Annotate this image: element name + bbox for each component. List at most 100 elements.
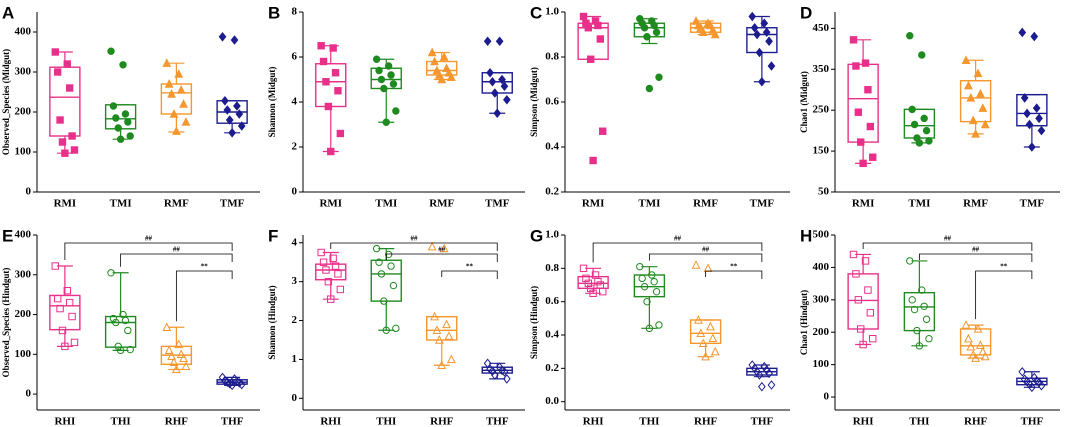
y-axis-label: Observed_Species (Hindgut) [1, 268, 11, 378]
point [925, 137, 933, 145]
point [589, 289, 597, 298]
point [51, 262, 59, 270]
point [126, 345, 134, 354]
point [329, 44, 337, 52]
y-axis-label: Chao1 (Hindgut) [799, 290, 809, 355]
significance-bracket [385, 253, 498, 262]
point [109, 314, 118, 323]
significance-label: ## [173, 246, 181, 254]
point [61, 342, 69, 351]
point [864, 86, 872, 94]
y-tick-label: 300 [813, 293, 830, 305]
point [382, 118, 390, 126]
significance-label: ## [674, 235, 682, 243]
point [121, 110, 130, 118]
point [906, 32, 914, 40]
point [70, 146, 79, 154]
point [859, 159, 867, 168]
point [228, 127, 236, 138]
y-tick-label: 400 [15, 26, 32, 38]
point [124, 326, 132, 335]
point [650, 277, 658, 286]
point [701, 351, 711, 361]
y-tick-label: 500 [813, 229, 830, 241]
point [755, 47, 764, 58]
point [765, 36, 773, 47]
point [68, 132, 76, 140]
point [493, 108, 502, 119]
significance-label: ## [438, 246, 446, 254]
point [387, 71, 395, 79]
point [319, 258, 328, 266]
point [167, 89, 176, 98]
y-tick-label: 100 [15, 146, 32, 158]
y-tick-label: 0.6 [545, 96, 559, 108]
point [437, 360, 447, 369]
point [491, 88, 499, 98]
point [869, 335, 877, 343]
box [49, 66, 81, 137]
x-tick-label: THF [221, 416, 244, 427]
panel-label: D [800, 3, 812, 22]
point [706, 321, 715, 331]
significance-bracket [64, 242, 233, 261]
y-tick-label: 1.0 [545, 6, 559, 18]
box [633, 274, 666, 298]
panel-label: C [530, 3, 542, 22]
point [869, 153, 877, 161]
point [866, 309, 875, 317]
point [918, 286, 926, 294]
point [377, 270, 386, 278]
point [599, 127, 607, 135]
box [160, 83, 193, 115]
point [121, 316, 130, 325]
y-tick-label: 200 [15, 308, 32, 320]
point [584, 24, 593, 32]
y-axis-label: Observed_Species (Midgut) [1, 49, 11, 155]
point [961, 320, 971, 329]
point [389, 281, 398, 290]
y-tick-label: 0 [26, 186, 32, 198]
point [334, 87, 342, 95]
point [68, 312, 76, 321]
x-tick-label: RMF [693, 198, 718, 210]
point [920, 114, 928, 123]
point [599, 287, 607, 296]
point [380, 297, 388, 305]
y-tick-label: 400 [813, 261, 830, 273]
point [432, 325, 442, 334]
x-tick-label: RHI [54, 416, 75, 427]
point [58, 326, 67, 335]
point [179, 99, 188, 108]
point [961, 55, 971, 64]
point [579, 12, 588, 21]
point [384, 62, 393, 70]
point [978, 346, 988, 356]
y-tick-label: 100 [813, 358, 830, 370]
point [427, 241, 437, 251]
point [171, 364, 181, 374]
point [380, 84, 388, 93]
point [918, 51, 926, 59]
box [577, 275, 609, 290]
point [164, 345, 174, 355]
x-tick-label: RMF [429, 198, 454, 210]
box [746, 27, 778, 54]
point [1030, 31, 1039, 42]
point [225, 115, 234, 125]
point [971, 129, 981, 138]
point [694, 315, 703, 324]
point [124, 118, 132, 126]
point [483, 358, 492, 369]
y-tick-label: 0.8 [545, 51, 559, 63]
point [372, 244, 381, 253]
point [643, 297, 651, 306]
point [387, 262, 395, 270]
point [430, 56, 439, 66]
point [53, 68, 62, 76]
point [980, 351, 990, 361]
significance-bracket [648, 253, 763, 262]
point [498, 74, 506, 85]
point [1037, 380, 1046, 391]
y-tick-label: 0.4 [545, 141, 559, 153]
